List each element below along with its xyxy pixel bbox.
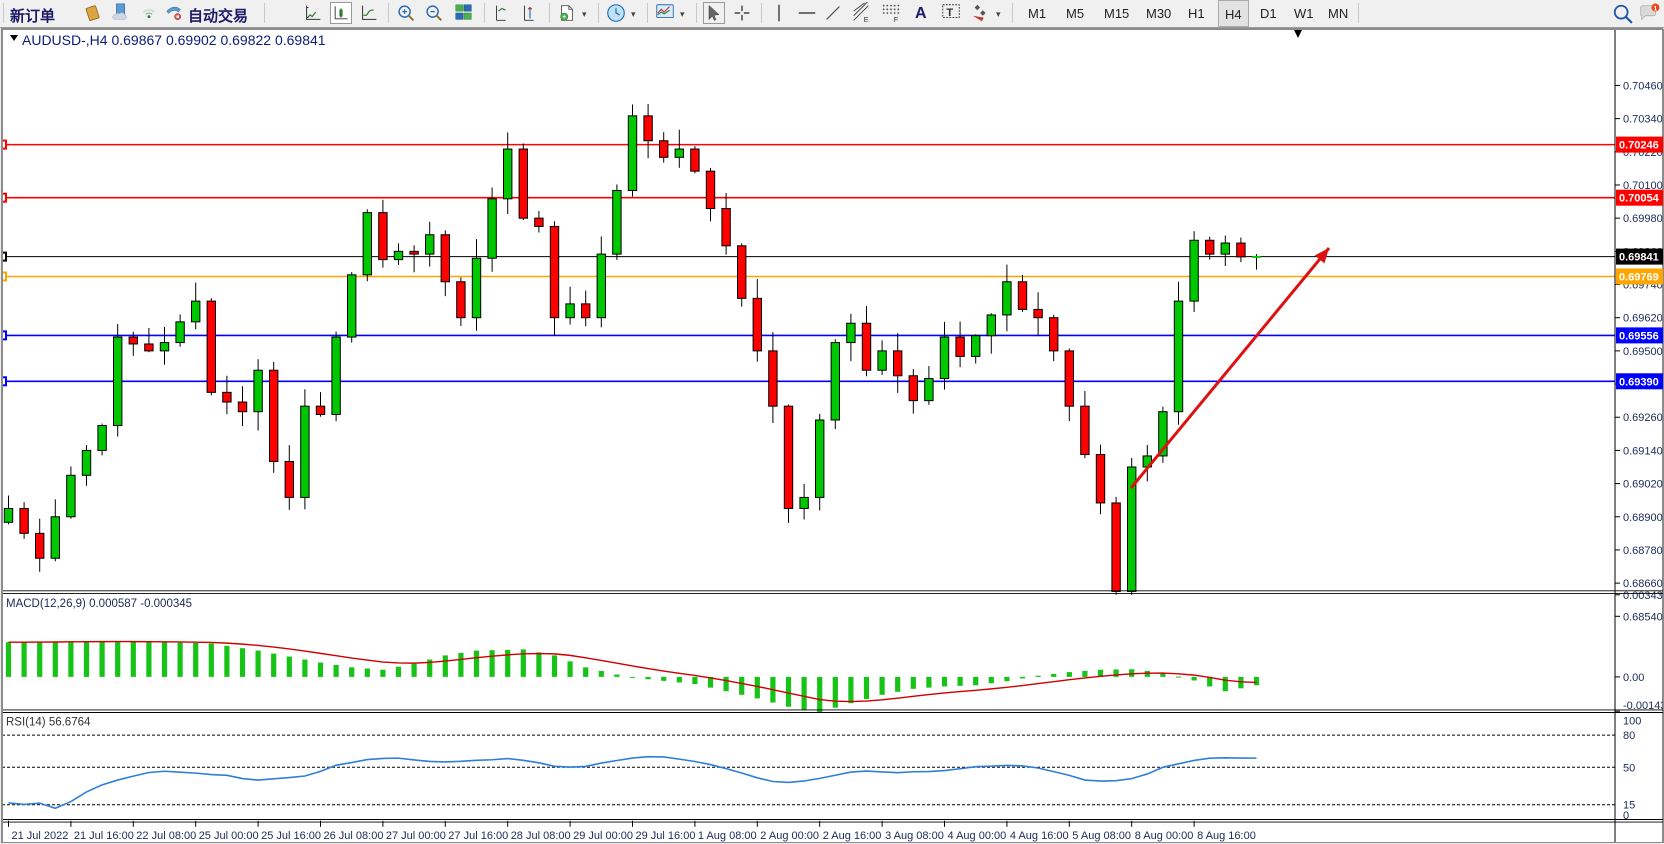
svg-text:0.69620: 0.69620	[1623, 313, 1663, 325]
svg-text:28 Jul 08:00: 28 Jul 08:00	[511, 830, 571, 842]
svg-text:8 Aug 00:00: 8 Aug 00:00	[1135, 830, 1194, 842]
svg-text:29 Jul 00:00: 29 Jul 00:00	[573, 830, 633, 842]
svg-text:0.69390: 0.69390	[1619, 376, 1659, 388]
svg-text:0.68900: 0.68900	[1623, 512, 1663, 524]
svg-text:50: 50	[1623, 762, 1635, 774]
svg-text:2 Aug 00:00: 2 Aug 00:00	[760, 830, 819, 842]
svg-text:E: E	[864, 15, 869, 24]
svg-text:-0.001436: -0.001436	[1623, 700, 1664, 712]
svg-text:0.69769: 0.69769	[1619, 272, 1659, 284]
svg-text:0.70054: 0.70054	[1619, 193, 1660, 205]
svg-text:0.69980: 0.69980	[1623, 213, 1663, 225]
svg-text:MACD(12,26,9) 0.000587 -0.0003: MACD(12,26,9) 0.000587 -0.000345	[6, 598, 192, 610]
svg-text:22 Jul 08:00: 22 Jul 08:00	[136, 830, 196, 842]
svg-text:AUDUSD-,H4 0.69867 0.69902 0: AUDUSD-,H4 0.69867 0.69902 0.69822 0.698…	[22, 32, 326, 48]
svg-text:1: 1	[1654, 5, 1658, 12]
svg-text:27 Jul 16:00: 27 Jul 16:00	[448, 830, 508, 842]
svg-text:0.70246: 0.70246	[1619, 140, 1659, 152]
svg-text:0.70340: 0.70340	[1623, 114, 1663, 126]
svg-text:4 Aug 00:00: 4 Aug 00:00	[948, 830, 1007, 842]
svg-text:26 Jul 08:00: 26 Jul 08:00	[324, 830, 384, 842]
svg-text:0.00: 0.00	[1623, 672, 1644, 684]
svg-text:0.69500: 0.69500	[1623, 346, 1663, 358]
svg-text:0.69140: 0.69140	[1623, 445, 1663, 457]
svg-text:0.69556: 0.69556	[1619, 330, 1659, 342]
svg-text:0.68780: 0.68780	[1623, 545, 1663, 557]
svg-text:0.69841: 0.69841	[1619, 252, 1659, 264]
svg-text:2 Aug 16:00: 2 Aug 16:00	[823, 830, 882, 842]
svg-text:0.68540: 0.68540	[1623, 611, 1663, 623]
svg-text:8 Aug 16:00: 8 Aug 16:00	[1197, 830, 1256, 842]
svg-text:80: 80	[1623, 730, 1635, 742]
svg-text:F: F	[894, 15, 899, 24]
svg-text:21 Jul 2022: 21 Jul 2022	[12, 830, 69, 842]
svg-text:5 Aug 08:00: 5 Aug 08:00	[1072, 830, 1131, 842]
svg-text:25 Jul 16:00: 25 Jul 16:00	[261, 830, 321, 842]
svg-text:3 Aug 08:00: 3 Aug 08:00	[885, 830, 944, 842]
svg-text:25 Jul 00:00: 25 Jul 00:00	[199, 830, 259, 842]
svg-text:RSI(14) 56.6764: RSI(14) 56.6764	[6, 717, 91, 729]
svg-text:0.70460: 0.70460	[1623, 80, 1663, 92]
svg-text:100: 100	[1623, 716, 1641, 728]
svg-text:0.69260: 0.69260	[1623, 412, 1663, 424]
svg-text:27 Jul 00:00: 27 Jul 00:00	[386, 830, 446, 842]
svg-text:T: T	[946, 7, 953, 19]
svg-text:4 Aug 16:00: 4 Aug 16:00	[1010, 830, 1069, 842]
svg-text:0: 0	[1623, 810, 1629, 822]
svg-text:29 Jul 16:00: 29 Jul 16:00	[636, 830, 696, 842]
svg-text:1 Aug 08:00: 1 Aug 08:00	[698, 830, 757, 842]
svg-text:0.69020: 0.69020	[1623, 479, 1663, 491]
svg-text:0.003435: 0.003435	[1623, 590, 1664, 602]
svg-text:0.68660: 0.68660	[1623, 578, 1663, 590]
svg-text:21 Jul 16:00: 21 Jul 16:00	[74, 830, 134, 842]
